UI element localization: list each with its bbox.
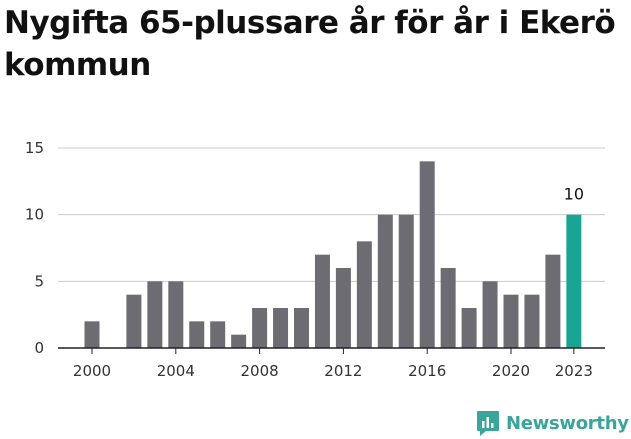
data-labels: 10 (564, 185, 584, 204)
bar (356, 241, 372, 348)
bar (398, 214, 414, 348)
bar-highlight (566, 214, 582, 348)
bar (524, 294, 540, 348)
bar (168, 281, 184, 348)
bar (419, 161, 435, 348)
bar (545, 254, 561, 348)
bar (273, 308, 289, 348)
y-tick-label: 15 (25, 139, 44, 157)
bars (84, 161, 582, 348)
newsworthy-brand: Newsworthy (476, 408, 629, 438)
bar (126, 294, 142, 348)
y-tick-label: 10 (25, 206, 44, 224)
bar (440, 268, 456, 348)
x-tick-label: 2020 (492, 362, 530, 380)
y-tick-labels: 0 5 10 15 (25, 139, 44, 357)
bar (210, 321, 226, 348)
bar (482, 281, 498, 348)
x-tick-label: 2016 (408, 362, 446, 380)
bar (294, 308, 309, 348)
bar (84, 321, 100, 348)
x-tick-label: 2004 (157, 362, 195, 380)
bar-chart: 0 5 10 15 2000 2004 2008 2012 2016 2020 2023 10 (25, 139, 605, 380)
bar (335, 268, 351, 348)
x-tick-label: 2023 (555, 362, 593, 380)
y-tick-label: 5 (34, 272, 44, 290)
bar (231, 334, 247, 348)
brand-name: Newsworthy (506, 412, 629, 434)
bar (252, 308, 268, 348)
y-tick-label: 0 (34, 339, 44, 357)
x-tick-label: 2008 (241, 362, 279, 380)
data-label-highlight: 10 (564, 185, 584, 204)
newsworthy-logo-icon (477, 410, 499, 436)
chart-title: Nygifta 65-plussare år för år i Ekerö ko… (4, 5, 616, 83)
bar (314, 254, 330, 348)
x-tick-label: 2012 (324, 362, 362, 380)
x-axis: 2000 2004 2008 2012 2016 2020 2023 (58, 347, 605, 380)
bar (461, 308, 477, 348)
bar (377, 214, 393, 348)
bar (147, 281, 163, 348)
gridlines (58, 147, 605, 282)
bar (189, 321, 205, 348)
bar (503, 294, 519, 348)
x-tick-label: 2000 (73, 362, 111, 380)
